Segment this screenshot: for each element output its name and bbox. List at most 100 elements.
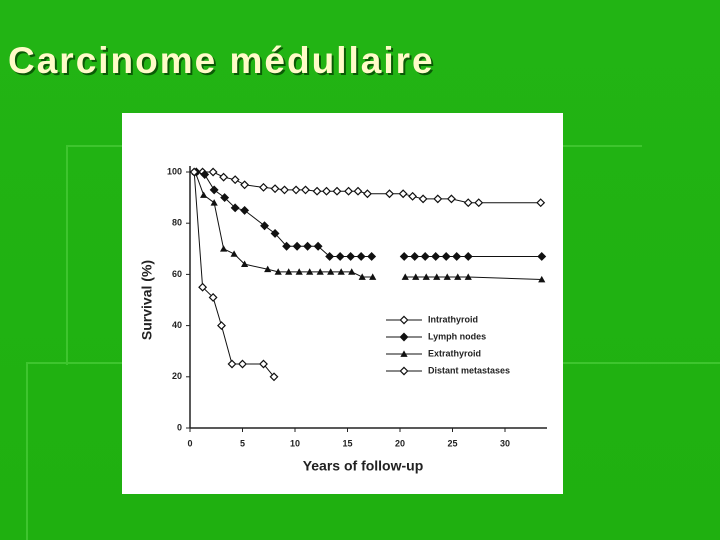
marker: [270, 184, 280, 194]
marker: [353, 186, 363, 196]
marker: [463, 198, 473, 208]
marker: [325, 252, 335, 261]
x-axis-label: Years of follow-up: [303, 458, 424, 474]
marker: [259, 182, 268, 192]
marker: [454, 273, 462, 280]
x-tick-label: 10: [290, 438, 300, 448]
marker: [295, 268, 303, 275]
x-tick-label: 5: [240, 438, 245, 448]
marker: [399, 252, 409, 261]
marker: [200, 170, 210, 180]
legend-label: Distant metastases: [428, 365, 510, 375]
marker: [536, 198, 546, 208]
marker: [220, 193, 230, 203]
marker: [312, 186, 322, 196]
y-tick-label: 60: [172, 269, 182, 279]
marker: [259, 359, 268, 369]
y-tick-label: 40: [172, 320, 182, 330]
marker: [400, 350, 408, 357]
marker: [346, 252, 356, 261]
marker: [385, 189, 394, 199]
marker: [209, 185, 219, 195]
marker: [227, 359, 237, 369]
marker: [301, 185, 310, 195]
marker: [230, 250, 238, 257]
decoration: [26, 362, 28, 540]
marker: [200, 191, 208, 198]
marker: [433, 194, 443, 204]
x-tick-label: 15: [342, 438, 352, 448]
marker: [327, 268, 335, 275]
marker: [399, 315, 409, 325]
marker: [348, 268, 356, 275]
marker: [367, 252, 377, 261]
marker: [322, 186, 331, 196]
marker: [208, 167, 218, 177]
marker: [422, 273, 430, 280]
marker: [344, 186, 353, 196]
marker: [537, 252, 547, 261]
marker: [240, 205, 250, 215]
marker: [303, 241, 313, 251]
y-tick-label: 80: [172, 218, 182, 228]
marker: [369, 273, 377, 280]
marker: [240, 180, 250, 190]
y-tick-label: 20: [172, 371, 182, 381]
marker: [264, 265, 272, 273]
marker: [441, 252, 451, 261]
marker: [316, 268, 324, 275]
legend-label: Intrathyroid: [428, 314, 478, 324]
marker: [189, 167, 199, 177]
marker: [313, 241, 323, 251]
marker: [399, 332, 409, 342]
marker: [452, 252, 462, 261]
x-tick-label: 20: [395, 438, 405, 448]
marker: [217, 321, 226, 331]
marker: [241, 260, 249, 268]
marker: [408, 191, 418, 201]
marker: [230, 175, 240, 185]
marker: [418, 194, 428, 204]
x-tick-label: 30: [500, 438, 510, 448]
marker: [292, 241, 302, 251]
marker: [198, 282, 208, 292]
marker: [260, 221, 269, 231]
marker: [538, 275, 546, 283]
marker: [285, 268, 293, 275]
marker: [463, 252, 473, 261]
marker: [401, 273, 409, 280]
marker: [291, 185, 301, 195]
marker: [474, 198, 484, 208]
marker: [230, 203, 240, 213]
marker: [219, 172, 229, 182]
x-tick-label: 0: [187, 438, 192, 448]
marker: [412, 273, 420, 280]
y-tick-label: 0: [177, 422, 182, 432]
legend-label: Extrathyroid: [428, 348, 481, 358]
marker: [356, 252, 366, 261]
marker: [464, 273, 472, 280]
marker: [269, 372, 279, 382]
marker: [270, 228, 280, 238]
decoration: [66, 145, 68, 365]
marker: [447, 194, 456, 204]
marker: [335, 252, 345, 261]
marker: [363, 189, 372, 199]
marker: [337, 268, 345, 275]
marker: [274, 268, 282, 275]
marker: [398, 189, 408, 199]
y-axis-label: Survival (%): [139, 260, 155, 340]
marker: [433, 273, 441, 280]
marker: [280, 185, 289, 195]
slide-title: Carcinome médullaire: [8, 40, 435, 81]
marker: [358, 273, 366, 280]
marker: [220, 245, 228, 252]
y-tick-label: 100: [167, 166, 182, 176]
marker: [306, 268, 314, 275]
marker: [332, 186, 342, 196]
x-tick-label: 25: [447, 438, 457, 448]
marker: [410, 252, 420, 261]
marker: [210, 199, 218, 206]
